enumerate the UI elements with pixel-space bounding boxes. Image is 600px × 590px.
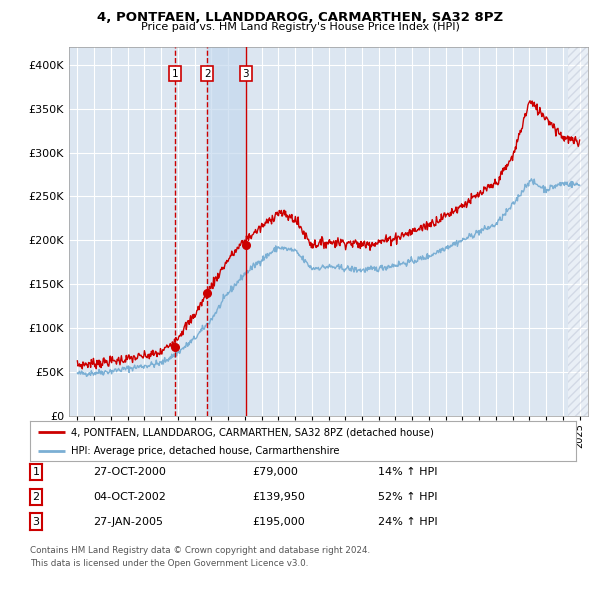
- Text: 2: 2: [32, 492, 40, 502]
- Text: 04-OCT-2002: 04-OCT-2002: [93, 492, 166, 502]
- Text: Contains HM Land Registry data © Crown copyright and database right 2024.: Contains HM Land Registry data © Crown c…: [30, 546, 370, 555]
- Text: £195,000: £195,000: [252, 517, 305, 526]
- Text: 27-JAN-2005: 27-JAN-2005: [93, 517, 163, 526]
- Text: £139,950: £139,950: [252, 492, 305, 502]
- Text: 4, PONTFAEN, LLANDDAROG, CARMARTHEN, SA32 8PZ: 4, PONTFAEN, LLANDDAROG, CARMARTHEN, SA3…: [97, 11, 503, 24]
- Text: This data is licensed under the Open Government Licence v3.0.: This data is licensed under the Open Gov…: [30, 559, 308, 568]
- Text: Price paid vs. HM Land Registry's House Price Index (HPI): Price paid vs. HM Land Registry's House …: [140, 22, 460, 32]
- Text: 1: 1: [172, 68, 178, 78]
- Text: 52% ↑ HPI: 52% ↑ HPI: [378, 492, 437, 502]
- Text: 14% ↑ HPI: 14% ↑ HPI: [378, 467, 437, 477]
- Text: 4, PONTFAEN, LLANDDAROG, CARMARTHEN, SA32 8PZ (detached house): 4, PONTFAEN, LLANDDAROG, CARMARTHEN, SA3…: [71, 427, 434, 437]
- Bar: [207, 47, 246, 416]
- Text: 24% ↑ HPI: 24% ↑ HPI: [378, 517, 437, 526]
- Text: 2: 2: [204, 68, 211, 78]
- Text: HPI: Average price, detached house, Carmarthenshire: HPI: Average price, detached house, Carm…: [71, 445, 340, 455]
- Text: 1: 1: [32, 467, 40, 477]
- Text: 27-OCT-2000: 27-OCT-2000: [93, 467, 166, 477]
- Text: £79,000: £79,000: [252, 467, 298, 477]
- Text: 3: 3: [32, 517, 40, 526]
- Text: 3: 3: [242, 68, 249, 78]
